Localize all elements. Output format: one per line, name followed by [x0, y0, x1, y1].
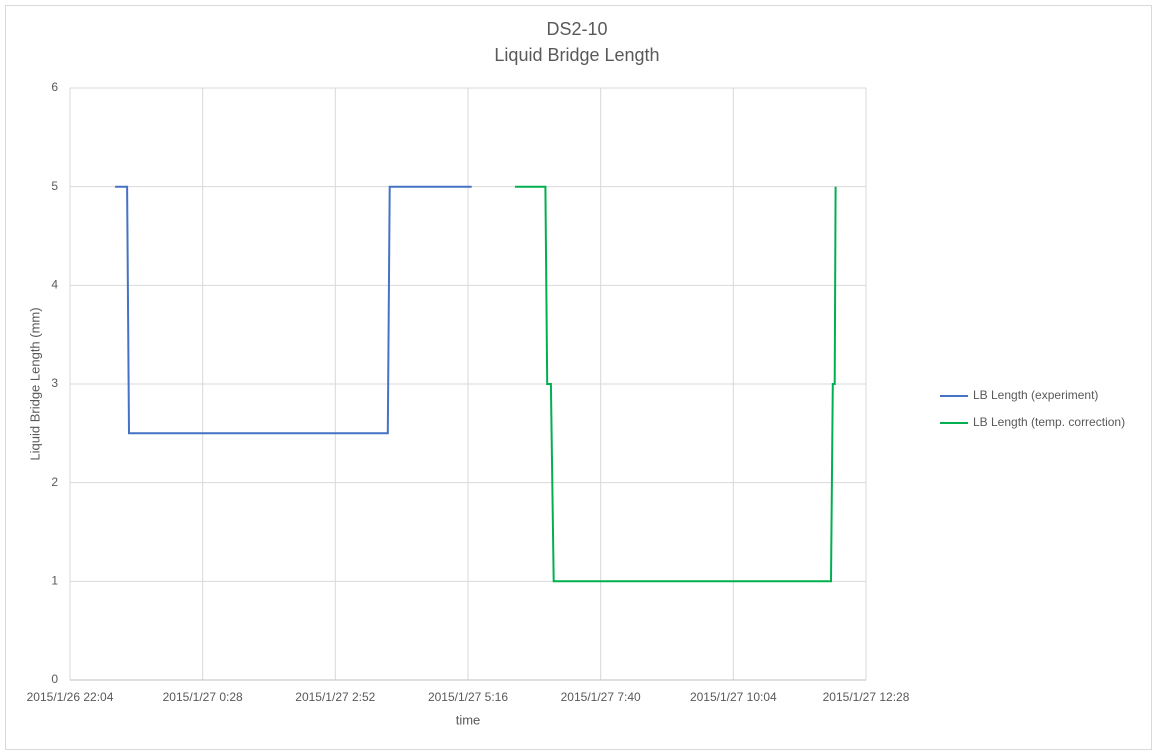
- y-axis-label: Liquid Bridge Length (mm): [27, 307, 42, 460]
- x-tick-label: 2015/1/27 12:28: [823, 690, 910, 704]
- series-line: [115, 185, 472, 435]
- x-tick-label: 2015/1/26 22:04: [27, 690, 114, 704]
- chart-subtitle: Liquid Bridge Length: [494, 45, 659, 65]
- x-tick-label: 2015/1/27 5:16: [428, 690, 508, 704]
- chart-title: DS2-10: [546, 19, 607, 39]
- series-line: [515, 185, 837, 583]
- y-tick-label: 0: [51, 672, 58, 686]
- y-tick-label: 1: [51, 574, 58, 588]
- y-tick-label: 5: [51, 179, 58, 193]
- x-tick-label: 2015/1/27 0:28: [163, 690, 243, 704]
- y-tick-label: 6: [51, 80, 58, 94]
- legend-label: LB Length (experiment): [973, 388, 1098, 402]
- legend-label: LB Length (temp. correction): [973, 415, 1125, 429]
- y-tick-label: 3: [51, 376, 58, 390]
- y-tick-label: 4: [51, 278, 58, 292]
- y-tick-label: 2: [51, 475, 58, 489]
- x-tick-label: 2015/1/27 7:40: [561, 690, 641, 704]
- x-tick-label: 2015/1/27 10:04: [690, 690, 777, 704]
- chart-border: [5, 5, 1152, 750]
- x-axis-label: time: [456, 712, 481, 727]
- x-tick-label: 2015/1/27 2:52: [295, 690, 375, 704]
